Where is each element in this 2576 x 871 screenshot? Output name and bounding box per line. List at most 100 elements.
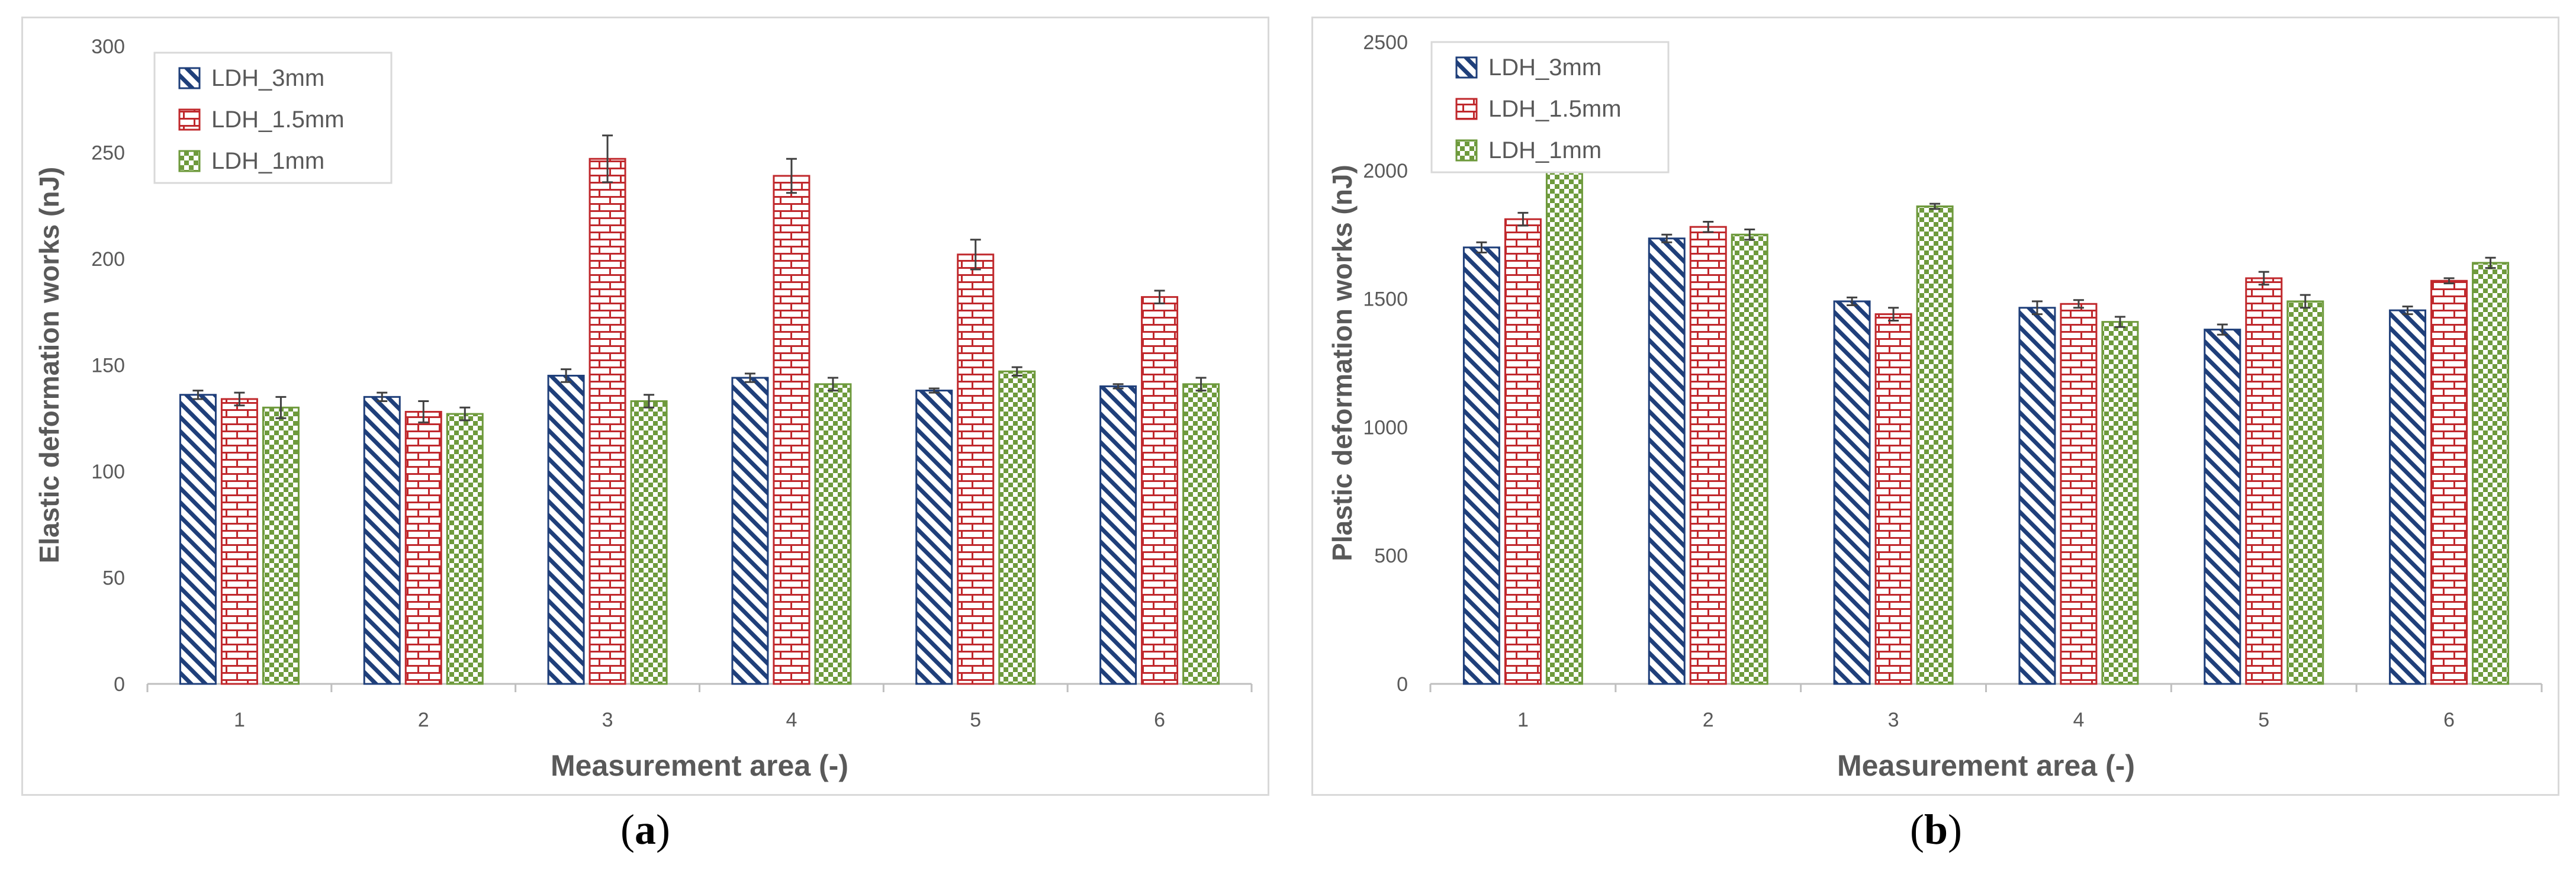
legend: LDH_3mm LDH_1.5mm LDH_1mm — [153, 52, 393, 184]
error-bar — [744, 372, 755, 383]
bar-ldh-1mm-area-2 — [1731, 233, 1768, 685]
y-axis-title: Elastic deformation works (nJ) — [34, 167, 65, 564]
bar-ldh-3mm-area-5 — [2204, 329, 2241, 685]
bar-ldh-1-5mm-area-6 — [2430, 279, 2468, 685]
bar-ldh-1mm-area-5 — [2286, 300, 2324, 685]
y-tick-label: 0 — [1397, 673, 1408, 696]
bar-ldh-1-5mm-area-6 — [1141, 296, 1179, 685]
bar-ldh-1-5mm-area-3 — [1874, 313, 1912, 685]
legend-swatch — [1455, 56, 1478, 79]
error-bar — [2258, 271, 2269, 286]
error-bar — [1011, 366, 1022, 377]
error-bar — [2485, 256, 2496, 269]
bar-ldh-1mm-area-2 — [446, 413, 484, 685]
bar-ldh-1mm-area-1 — [1545, 164, 1583, 685]
bar-ldh-1-5mm-area-1 — [220, 398, 258, 685]
bar-ldh-1mm-area-6 — [2472, 262, 2510, 685]
error-bar — [1517, 211, 1529, 227]
error-bar — [561, 368, 572, 383]
error-bar — [1661, 233, 1673, 243]
x-tick-label: 6 — [1154, 709, 1165, 731]
error-bar — [2073, 299, 2084, 309]
bar-ldh-1mm-area-6 — [1182, 383, 1220, 685]
y-tick-label: 250 — [91, 142, 125, 165]
y-tick-label: 1500 — [1363, 288, 1408, 311]
y-tick-label: 1000 — [1363, 416, 1408, 439]
y-tick-label: 0 — [114, 673, 125, 696]
error-bar — [1744, 229, 1755, 241]
y-tick-label: 300 — [91, 36, 125, 58]
bar-ldh-3mm-area-6 — [2389, 309, 2427, 685]
error-bar — [2031, 300, 2043, 316]
error-bar — [644, 394, 655, 409]
error-bar — [192, 390, 204, 400]
x-tick-label: 2 — [1703, 709, 1714, 731]
bar-ldh-1-5mm-area-4 — [773, 175, 811, 685]
chart-panel-plastic: 0 500 1000 1500 2000 2500 1 2 3 4 5 6 Measurement ar… — [1311, 17, 2559, 796]
bar-ldh-1mm-area-4 — [814, 383, 852, 685]
x-tick-label: 6 — [2443, 709, 2455, 731]
bar-ldh-1mm-area-5 — [998, 370, 1036, 685]
error-bar — [1847, 296, 1858, 306]
panel-caption-a: (a) — [620, 806, 670, 853]
x-axis-title: Measurement area (-) — [551, 749, 848, 782]
bar-ldh-3mm-area-3 — [547, 374, 585, 685]
error-bar — [1112, 383, 1124, 390]
error-bar — [1154, 290, 1165, 304]
x-tick-label: 1 — [1517, 709, 1529, 731]
bar-ldh-1mm-area-3 — [630, 400, 668, 685]
panel-caption-b: (b) — [1909, 806, 1962, 853]
legend-label: LDH_3mm — [211, 65, 324, 91]
error-bar — [827, 377, 838, 392]
bar-ldh-1-5mm-area-5 — [2245, 277, 2283, 685]
legend-label: LDH_1.5mm — [211, 107, 345, 133]
bar-ldh-3mm-area-2 — [1648, 237, 1686, 685]
bar-ldh-1mm-area-3 — [1916, 205, 1954, 685]
y-axis-title: Plastic deformation works (nJ) — [1327, 165, 1358, 561]
x-tick-label: 3 — [1888, 709, 1899, 731]
legend-swatch — [178, 67, 201, 89]
bar-ldh-3mm-area-4 — [731, 377, 769, 685]
x-tick-label: 1 — [234, 709, 245, 731]
error-bar — [2402, 306, 2413, 316]
legend-label: LDH_3mm — [1488, 54, 1601, 81]
x-axis-title: Measurement area (-) — [1837, 749, 2135, 782]
error-bar — [2443, 277, 2455, 285]
error-bar — [418, 400, 429, 423]
y-tick-label: 200 — [91, 248, 125, 271]
error-bar — [2217, 323, 2228, 336]
legend-label: LDH_1mm — [211, 148, 324, 174]
error-bar — [377, 391, 388, 403]
x-tick-label: 2 — [418, 709, 429, 731]
error-bar — [602, 134, 613, 184]
legend-swatch — [178, 150, 201, 172]
x-tick-label: 4 — [2073, 709, 2084, 731]
error-bar — [2114, 316, 2125, 328]
bar-ldh-1mm-area-4 — [2101, 321, 2139, 685]
error-bar — [1888, 307, 1899, 322]
error-bar — [786, 158, 797, 194]
x-tick-label: 5 — [970, 709, 981, 731]
legend-swatch — [1455, 139, 1478, 162]
bar-ldh-1-5mm-area-4 — [2060, 303, 2098, 685]
legend-label: LDH_1.5mm — [1488, 96, 1622, 122]
y-tick-label: 2000 — [1363, 160, 1408, 182]
bar-ldh-3mm-area-5 — [915, 390, 953, 685]
bar-ldh-1-5mm-area-2 — [1689, 226, 1727, 685]
error-bar — [2300, 294, 2311, 309]
error-bar — [1476, 241, 1487, 254]
legend-swatch — [1455, 98, 1478, 120]
error-bar — [234, 391, 245, 407]
error-bar — [1929, 203, 1941, 210]
bar-ldh-3mm-area-4 — [2018, 307, 2056, 685]
x-tick-label: 4 — [786, 709, 797, 731]
bar-ldh-3mm-area-2 — [363, 396, 401, 685]
y-tick-label: 150 — [91, 355, 125, 377]
error-bar — [459, 406, 471, 422]
x-tick-label: 3 — [602, 709, 613, 731]
error-bar — [1195, 377, 1207, 392]
legend: LDH_3mm LDH_1.5mm LDH_1mm — [1430, 41, 1670, 173]
bar-ldh-3mm-area-3 — [1833, 300, 1871, 685]
error-bar — [1703, 221, 1714, 233]
y-tick-label: 500 — [1374, 545, 1408, 567]
